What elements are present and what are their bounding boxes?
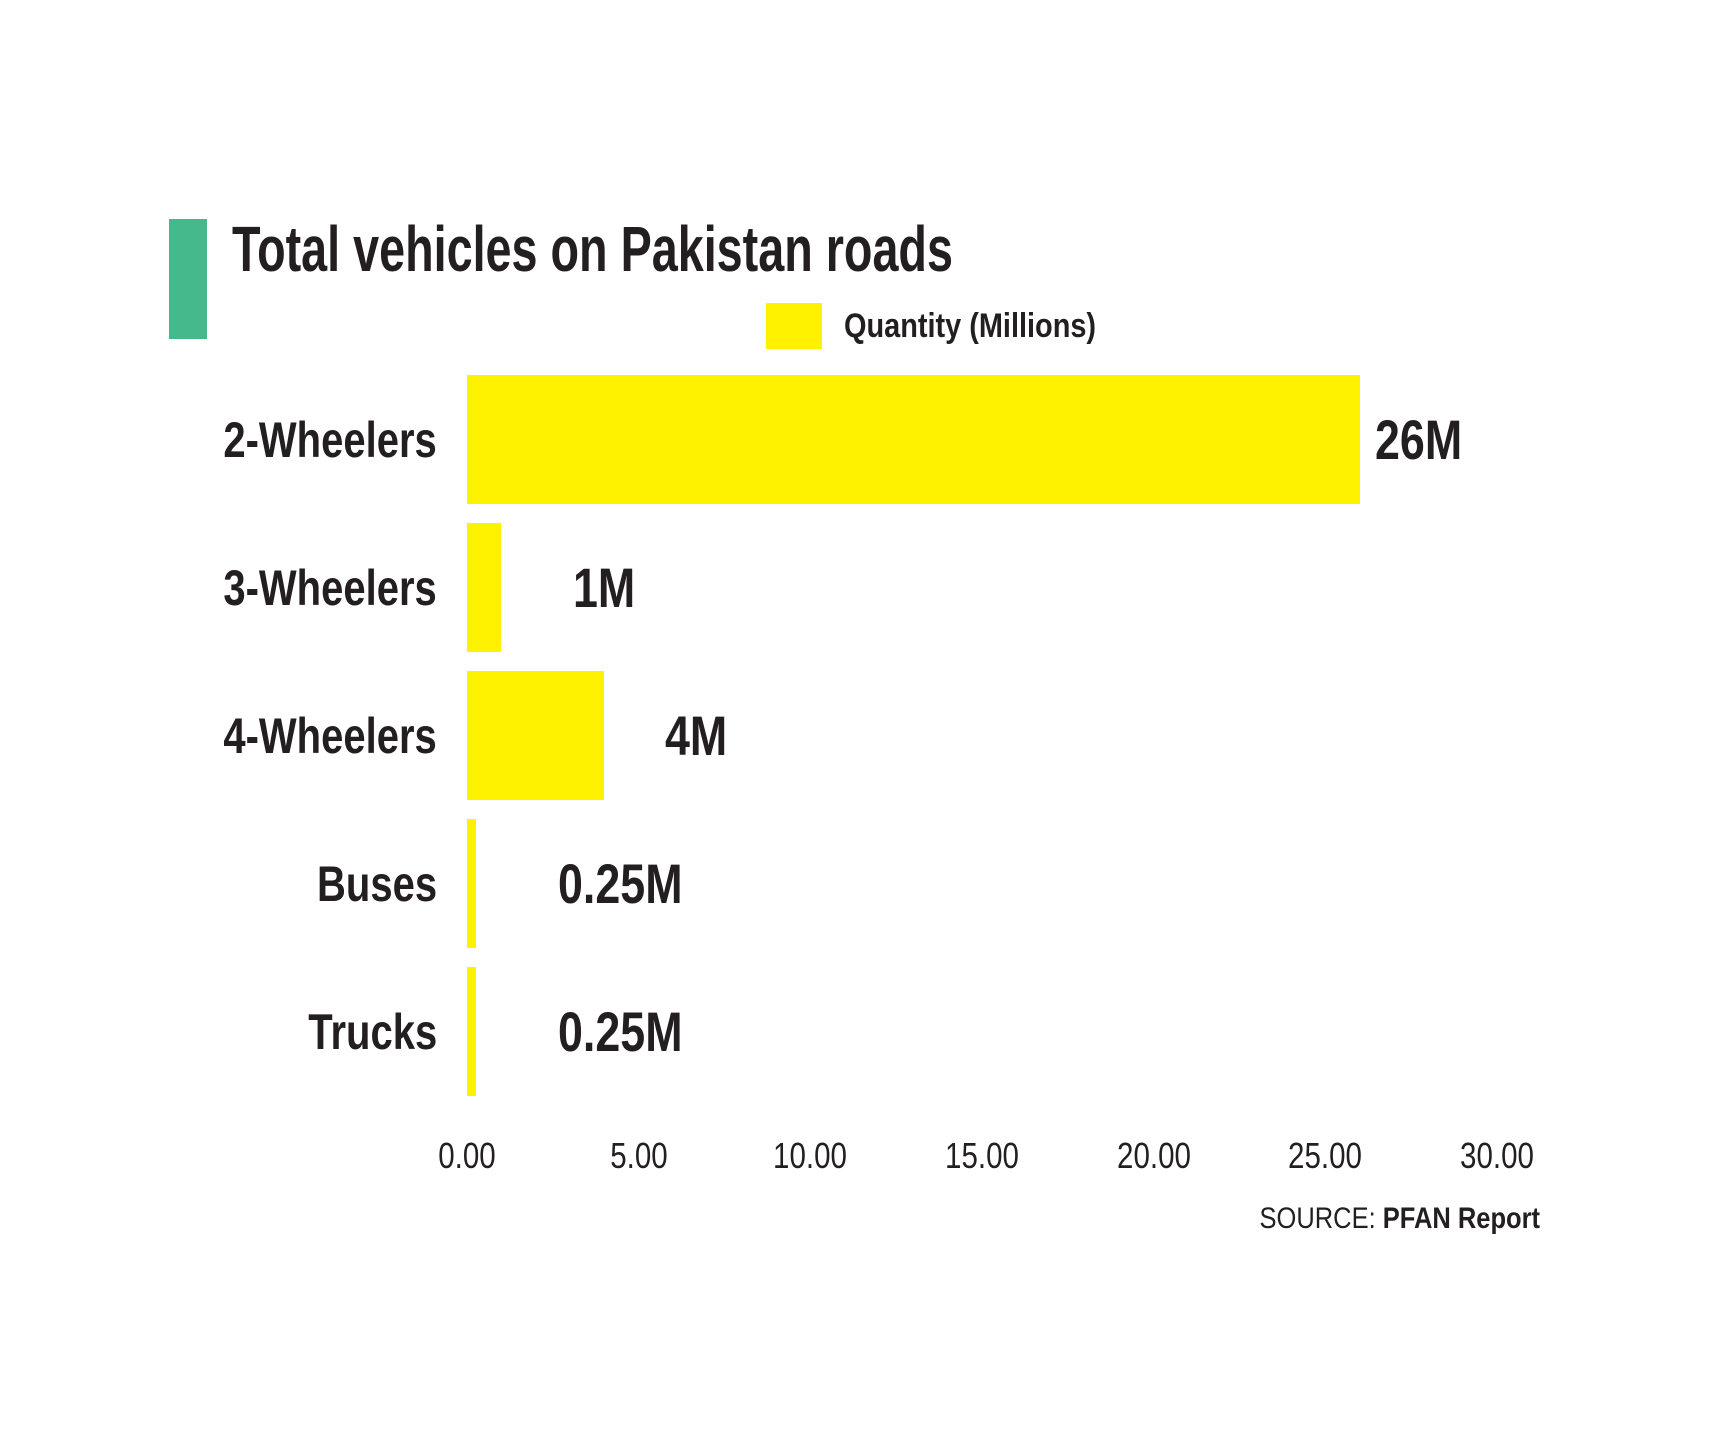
- x-axis-tick-text: 0.00: [438, 1135, 496, 1176]
- x-axis-tick-label: 10.00: [765, 1138, 855, 1174]
- legend: Quantity (Millions): [766, 303, 1141, 349]
- bar: [467, 671, 605, 800]
- x-axis-tick-text: 25.00: [1288, 1135, 1363, 1176]
- value-label: 0.25M: [558, 967, 714, 1096]
- x-axis-tick-text: 15.00: [944, 1135, 1019, 1176]
- x-axis-tick-label: 15.00: [937, 1138, 1027, 1174]
- bar-row: 3-Wheelers 1M: [0, 523, 1711, 652]
- value-label-text: 26M: [1374, 408, 1462, 471]
- legend-label: Quantity (Millions): [844, 306, 1097, 345]
- source-prefix: SOURCE:: [1259, 1204, 1376, 1235]
- x-axis-tick-text: 30.00: [1459, 1135, 1534, 1176]
- value-label-text: 0.25M: [557, 852, 683, 915]
- x-axis-tick-label: 25.00: [1280, 1138, 1370, 1174]
- bar: [467, 819, 476, 948]
- x-axis-tick-text: 10.00: [773, 1135, 848, 1176]
- category-label-text: 3-Wheelers: [223, 559, 437, 616]
- category-label-text: Trucks: [308, 1003, 437, 1060]
- x-axis-tick-label: 0.00: [432, 1138, 502, 1174]
- value-label-text: 4M: [665, 704, 728, 767]
- chart-title: Total vehicles on Pakistan roads: [232, 217, 1220, 281]
- x-axis-tick-label: 5.00: [604, 1138, 674, 1174]
- bar-row: Trucks 0.25M: [0, 967, 1711, 1096]
- x-axis-tick-label: 20.00: [1109, 1138, 1199, 1174]
- legend-swatch-icon: [766, 303, 822, 349]
- category-label: Trucks: [150, 967, 437, 1096]
- chart-title-text: Total vehicles on Pakistan roads: [232, 213, 953, 285]
- bar: [467, 375, 1360, 504]
- source-name: PFAN Report: [1382, 1204, 1540, 1235]
- value-label: 26M: [1375, 375, 1484, 504]
- bar: [467, 523, 502, 652]
- category-label-text: 2-Wheelers: [223, 411, 437, 468]
- category-label-text: 4-Wheelers: [223, 707, 437, 764]
- source-line: SOURCE: PFAN Report: [1210, 1204, 1540, 1235]
- x-axis-tick-text: 5.00: [609, 1135, 668, 1176]
- x-axis-tick-text: 20.00: [1116, 1135, 1191, 1176]
- category-label: 2-Wheelers: [150, 375, 437, 504]
- x-axis-tick-label: 30.00: [1452, 1138, 1542, 1174]
- title-accent-bar: [169, 219, 207, 339]
- value-label-text: 1M: [573, 556, 636, 619]
- bar-row: 2-Wheelers 26M: [0, 375, 1711, 504]
- bar-row: 4-Wheelers 4M: [0, 671, 1711, 800]
- value-label: 0.25M: [558, 819, 714, 948]
- value-label: 4M: [665, 671, 743, 800]
- category-label: Buses: [150, 819, 437, 948]
- value-label: 1M: [573, 523, 651, 652]
- category-label: 4-Wheelers: [150, 671, 437, 800]
- category-label-text: Buses: [316, 855, 437, 912]
- value-label-text: 0.25M: [557, 1000, 683, 1063]
- bar: [467, 967, 476, 1096]
- category-label: 3-Wheelers: [150, 523, 437, 652]
- bar-row: Buses 0.25M: [0, 819, 1711, 948]
